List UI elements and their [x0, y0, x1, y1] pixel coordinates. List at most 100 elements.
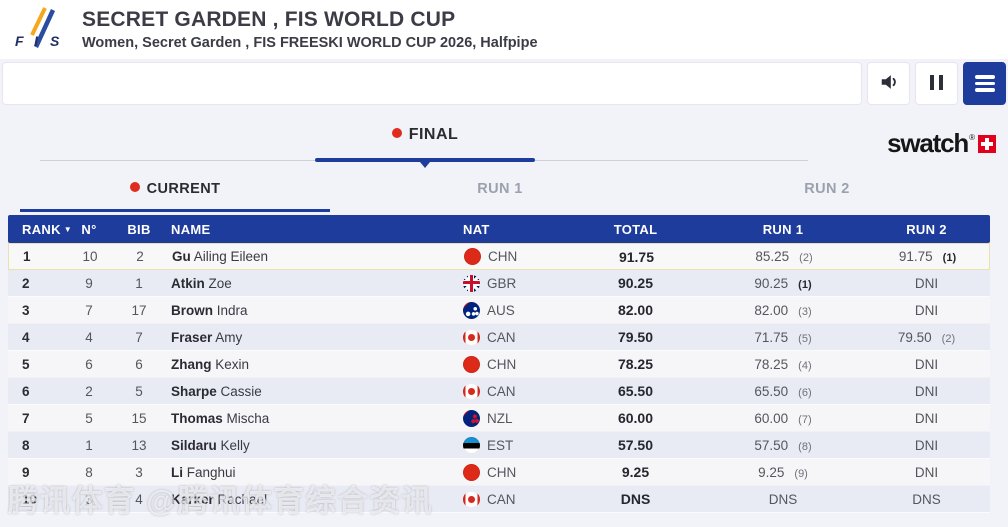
- athlete-name-cell: Karker Rachael: [163, 492, 453, 507]
- audio-button[interactable]: [867, 62, 910, 105]
- flag-nzl-icon: [463, 409, 480, 427]
- ticker-bar: [2, 62, 862, 105]
- tab-run2[interactable]: RUN 2: [747, 181, 907, 209]
- page-header: F I S SECRET GARDEN , FIS WORLD CUP Wome…: [0, 0, 1008, 59]
- athlete-name-cell: Sharpe Cassie: [163, 384, 453, 399]
- start-order-cell: 6: [85, 356, 93, 372]
- run-score-cell: DNI: [863, 438, 990, 453]
- live-dot-icon: [391, 128, 402, 138]
- nation-cell: EST: [453, 436, 568, 454]
- start-order-cell: 5: [85, 410, 93, 426]
- swiss-cross-icon: [978, 134, 996, 153]
- nation-cell: CAN: [453, 382, 568, 400]
- table-row[interactable]: 7 5 15 Thomas Mischa NZL 60.00 60.00 (7) DNI: [8, 405, 990, 432]
- nation-cell: CHN: [453, 463, 568, 481]
- table-row[interactable]: 8 1 13 Sildaru Kelly EST 57.50 57.50 (8) DNI: [8, 432, 990, 459]
- heat-tab-underline: [315, 158, 535, 168]
- event-titles: SECRET GARDEN , FIS WORLD CUP Women, Sec…: [82, 8, 538, 51]
- table-row[interactable]: 2 9 1 Atkin Zoe GBR 90.25 90.25 (1) DNI: [8, 270, 990, 297]
- run-score: 78.25: [754, 356, 789, 372]
- run-rank: (2): [941, 332, 956, 345]
- tab-run1[interactable]: RUN 1: [420, 181, 580, 209]
- run-score-cell: DNS: [863, 492, 990, 507]
- athlete-name-cell: Zhang Kexin: [163, 357, 453, 372]
- table-row[interactable]: 1 10 2 Gu Ailing Eileen CHN 91.75 85.25 (2) 91.7…: [8, 243, 990, 270]
- run-score: DNI: [914, 356, 939, 372]
- col-run2: RUN 2: [906, 221, 947, 237]
- col-num: N°: [81, 221, 97, 237]
- run-score-cell: 82.00 (3): [703, 303, 863, 318]
- run-score-cell: DNI: [863, 411, 990, 426]
- start-order-cell: 7: [85, 302, 93, 318]
- total-cell: 90.25: [617, 275, 654, 291]
- table-row[interactable]: 9 8 3 Li Fanghui CHN 9.25 9.25 (9) DNI: [8, 459, 990, 486]
- athlete-first-name: Indra: [216, 302, 248, 318]
- flag-can-icon: [463, 328, 480, 346]
- run-score-cell: 90.25 (1): [703, 276, 863, 291]
- run-score: 82.00: [754, 302, 789, 318]
- table-row[interactable]: 5 6 6 Zhang Kexin CHN 78.25 78.25 (4) DNI: [8, 351, 990, 378]
- bib-cell: 17: [131, 302, 147, 318]
- athlete-last-name: Zhang: [171, 356, 212, 372]
- flag-aus-icon: [463, 301, 480, 319]
- table-row[interactable]: 6 2 5 Sharpe Cassie CAN 65.50 65.50 (6) DNI: [8, 378, 990, 405]
- bib-cell: 15: [131, 410, 147, 426]
- rank-cell: 7: [22, 410, 30, 426]
- run-score: DNS: [912, 491, 941, 507]
- table-header: RANK ▼ N° BIB NAME NAT TOTAL RUN 1 RUN 2: [8, 215, 990, 243]
- bib-cell: 5: [135, 383, 143, 399]
- start-order-cell: 9: [85, 275, 93, 291]
- flag-chn-icon: [464, 248, 481, 265]
- athlete-name-cell: Brown Indra: [163, 303, 453, 318]
- nation-cell: CHN: [454, 248, 569, 265]
- total-cell: 60.00: [617, 410, 654, 426]
- run-score-cell: DNI: [863, 276, 990, 291]
- run-score: DNI: [914, 464, 939, 480]
- nation-cell: AUS: [453, 301, 568, 319]
- run-score: 90.25: [754, 275, 789, 291]
- bib-cell: 2: [136, 249, 144, 264]
- total-cell: 91.75: [618, 248, 655, 265]
- table-row[interactable]: 4 4 7 Fraser Amy CAN 79.50 71.75 (5) 79.50 (2): [8, 324, 990, 351]
- col-rank[interactable]: RANK ▼: [22, 221, 72, 237]
- run-rank: (8): [798, 440, 812, 453]
- tab-run1-label: RUN 1: [477, 181, 523, 197]
- pause-button[interactable]: [915, 62, 958, 105]
- tab-final[interactable]: FINAL: [315, 126, 535, 144]
- run-score: DNI: [914, 275, 939, 291]
- start-order-cell: 1: [85, 437, 93, 453]
- run-score-cell: DNI: [863, 303, 990, 318]
- speaker-icon: [878, 72, 900, 95]
- tab-current[interactable]: CURRENT: [20, 181, 330, 212]
- nation-code: AUS: [487, 302, 515, 318]
- pause-icon: [928, 74, 946, 93]
- rank-cell: 5: [22, 356, 30, 372]
- menu-button[interactable]: [963, 62, 1006, 105]
- table-row[interactable]: 3 7 17 Brown Indra AUS 82.00 82.00 (3) DNI: [8, 297, 990, 324]
- total-cell: 65.50: [617, 383, 654, 399]
- nation-cell: NZL: [453, 409, 568, 427]
- nation-cell: GBR: [453, 274, 568, 292]
- athlete-last-name: Sildaru: [171, 437, 217, 453]
- table-row[interactable]: 10 3 4 Karker Rachael CAN DNS DNS DNS: [8, 486, 990, 513]
- run-rank: (9): [794, 467, 808, 480]
- run-rank: (2): [799, 252, 813, 264]
- bib-cell: 13: [131, 437, 147, 453]
- athlete-name-cell: Li Fanghui: [163, 465, 453, 480]
- total-cell: 57.50: [617, 437, 654, 453]
- event-title: SECRET GARDEN , FIS WORLD CUP: [82, 8, 456, 31]
- bib-cell: 6: [135, 356, 143, 372]
- svg-text:I: I: [34, 33, 39, 49]
- athlete-name-cell: Gu Ailing Eileen: [164, 249, 454, 264]
- run-score-cell: DNI: [863, 465, 990, 480]
- run-score: DNI: [914, 437, 939, 453]
- run-score-cell: 71.75 (5): [703, 330, 863, 345]
- nation-code: EST: [487, 437, 514, 453]
- rank-cell: 9: [22, 464, 30, 480]
- bib-cell: 3: [135, 464, 143, 480]
- total-cell: 78.25: [617, 356, 654, 372]
- run-score: DNS: [768, 491, 798, 507]
- nation-cell: CAN: [453, 490, 568, 508]
- rank-cell: 8: [22, 437, 30, 453]
